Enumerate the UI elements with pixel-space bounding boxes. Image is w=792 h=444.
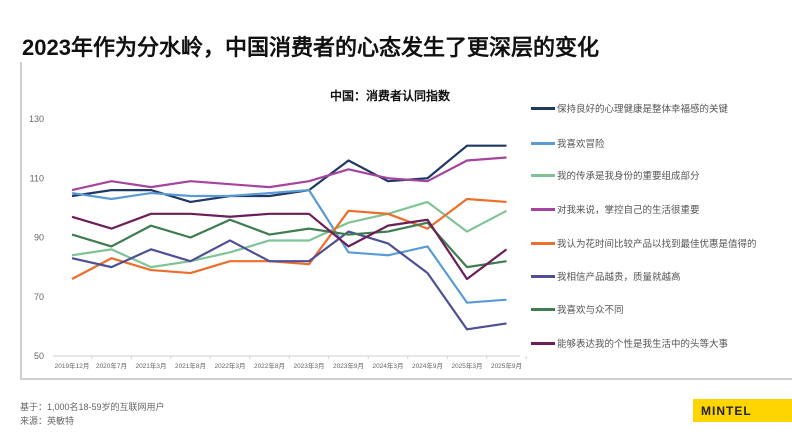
x-tick-label: 2025年3月 [451,361,482,370]
legend-item: 我认为花时间比较产品以找到最佳优惠是值得的 [531,236,757,250]
page-title: 2023年作为分水岭，中国消费者的心态发生了更深层的变化 [22,35,599,60]
legend-swatch [531,106,555,110]
chart-title: 中国：消费者认同指数 [330,88,451,103]
footer-source: 来源：英敏特 [20,416,75,426]
legend-item: 对我来说，掌控自己的生活很重要 [531,202,700,216]
legend-item: 保持良好的心理健康是整体幸福感的关键 [531,101,728,115]
series-line-8 [71,212,508,281]
x-tick-label: 2019年12月 [55,361,90,370]
series-line-2 [71,189,507,304]
series-line-3 [71,200,508,269]
x-tick-label: 2022年8月 [254,361,285,370]
x-tick-label: 2025年9月 [491,361,522,370]
y-tick-label: 90 [34,233,44,243]
legend-swatch [531,307,555,311]
legend-swatch [531,241,555,245]
mintel-logo: MINTEL [693,399,792,422]
x-tick-label: 2023年9月 [333,361,364,370]
legend-swatch [531,141,555,145]
legend-label: 我的传承是我身份的重要组成部分 [557,171,700,182]
y-tick-label: 50 [34,351,44,361]
y-tick-label: 110 [30,173,44,183]
legend-swatch [531,274,555,278]
logo-text: MINTEL [701,404,752,418]
legend-label: 保持良好的心理健康是整体幸福感的关键 [557,104,729,115]
x-tick-label: 2021年8月 [175,361,206,370]
series-line-4 [71,156,507,192]
x-tick-label: 2024年9月 [412,361,443,370]
series-line-5 [71,197,507,280]
legend-item: 我喜欢与众不同 [531,302,624,316]
legend-label: 我相信产品越贵，质量就越高 [557,272,681,283]
chart-frame [20,62,792,380]
legend-item: 我喜欢冒险 [531,136,605,150]
x-tick-label: 2021年3月 [135,361,166,370]
series-line-6 [71,230,507,331]
footer-base: 基于：1,000名18-59岁的互联网用户 [20,402,165,412]
x-tick-label: 2023年3月 [293,361,324,370]
legend-label: 我喜欢与众不同 [557,305,624,316]
legend-item: 我的传承是我身份的重要组成部分 [531,168,700,182]
legend-swatch [531,173,555,177]
legend-label: 我认为花时间比较产品以找到最佳优惠是值得的 [557,239,757,250]
legend-item: 能够表达我的个性是我生活中的头等大事 [531,336,728,350]
legend-label: 能够表达我的个性是我生活中的头等大事 [557,339,729,350]
series-line-1 [71,144,507,204]
legend-swatch [531,341,555,345]
legend-label: 我喜欢冒险 [557,139,605,150]
x-tick-label: 2024年3月 [372,361,403,370]
legend-label: 对我来说，掌控自己的生活很重要 [557,205,700,216]
y-tick-label: 130 [29,114,44,124]
legend-item: 我相信产品越贵，质量就越高 [531,269,681,283]
legend-swatch [531,207,555,211]
y-tick-label: 70 [34,292,44,302]
x-tick-label: 2020年7月 [96,361,127,370]
x-tick-label: 2022年3月 [214,361,245,370]
